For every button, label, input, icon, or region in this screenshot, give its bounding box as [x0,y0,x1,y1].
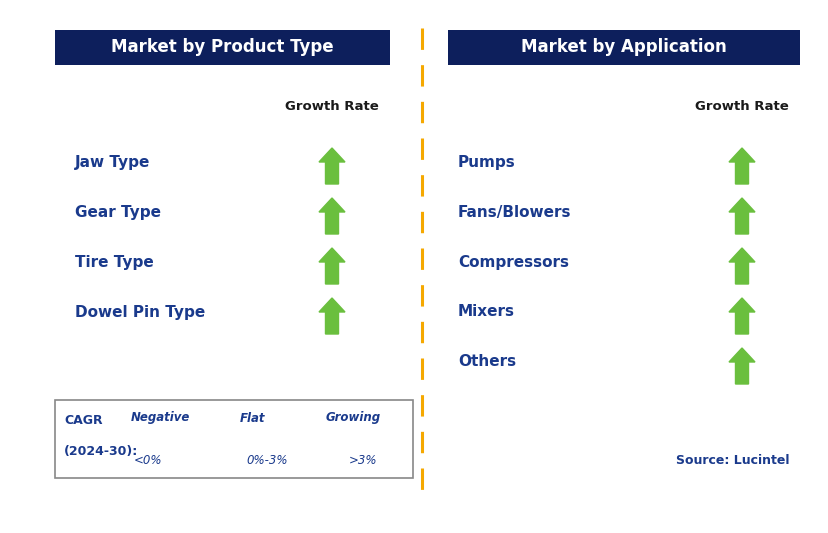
Text: >3%: >3% [349,454,377,466]
Text: Negative: Negative [130,411,190,424]
Polygon shape [367,430,388,460]
Text: Growth Rate: Growth Rate [695,100,788,113]
Text: Flat: Flat [240,411,266,424]
Polygon shape [319,198,344,234]
FancyBboxPatch shape [55,400,412,478]
Polygon shape [728,298,754,334]
FancyBboxPatch shape [447,30,799,65]
Text: Growing: Growing [325,411,380,424]
Text: CAGR: CAGR [64,414,103,426]
Text: Others: Others [457,354,516,369]
FancyBboxPatch shape [55,30,389,65]
Text: Fans/Blowers: Fans/Blowers [457,205,570,220]
Text: Pumps: Pumps [457,155,515,169]
Polygon shape [319,148,344,184]
Text: Growth Rate: Growth Rate [285,100,378,113]
Polygon shape [728,248,754,284]
Polygon shape [319,248,344,284]
Text: Market by Application: Market by Application [521,38,726,56]
Text: Source: Lucintel: Source: Lucintel [676,454,789,466]
Text: Gear Type: Gear Type [75,205,161,220]
Text: Market by Product Type: Market by Product Type [111,38,334,56]
Polygon shape [243,427,277,453]
Text: Tire Type: Tire Type [75,254,153,270]
Text: (2024-30):: (2024-30): [64,446,138,458]
Text: Jaw Type: Jaw Type [75,155,150,169]
Polygon shape [319,298,344,334]
Polygon shape [728,148,754,184]
Text: <0%: <0% [133,454,162,466]
Polygon shape [139,430,161,460]
Text: Mixers: Mixers [457,304,514,319]
Text: Dowel Pin Type: Dowel Pin Type [75,304,205,319]
Polygon shape [728,348,754,384]
Text: 0%-3%: 0%-3% [246,454,287,466]
Text: Compressors: Compressors [457,254,568,270]
Polygon shape [728,198,754,234]
